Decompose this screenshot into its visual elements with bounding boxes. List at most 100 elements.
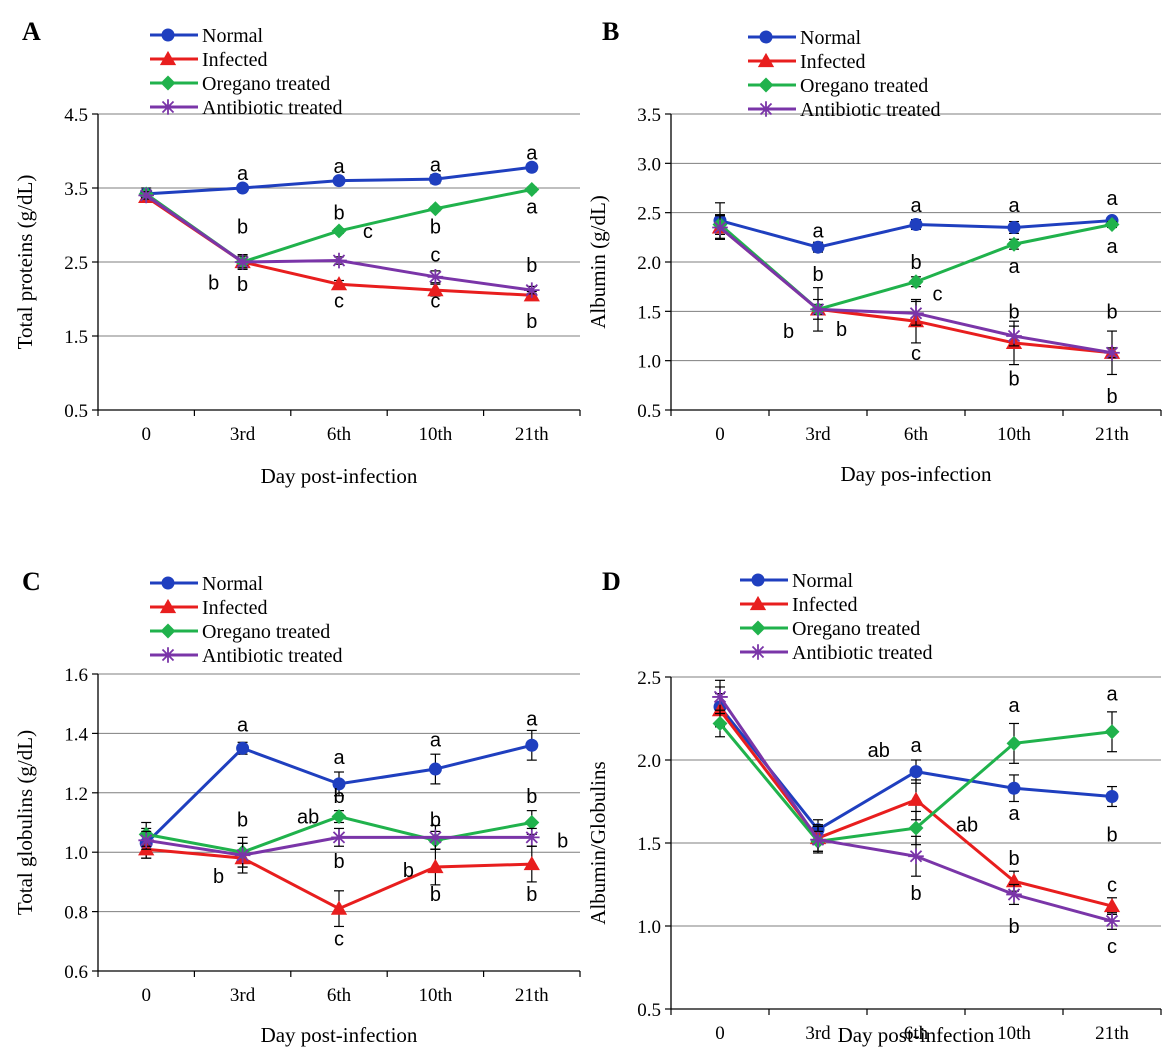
series-infected (711, 692, 1121, 915)
legend-label: Oregano treated (792, 618, 920, 640)
significance-label: a (430, 729, 442, 751)
legend-swatch-marker (758, 77, 774, 93)
significance-label: a (1106, 236, 1118, 258)
series-antibiotic-treated (138, 824, 540, 868)
legend-swatch-marker (759, 30, 773, 44)
data-point (909, 218, 923, 232)
data-point (332, 777, 346, 791)
significance-label: b (237, 216, 248, 238)
legend-label: Antibiotic treated (202, 645, 343, 667)
significance-label: b (237, 810, 248, 832)
x-tick-label: 0 (715, 424, 725, 445)
legend-swatch-marker (160, 75, 176, 91)
significance-label: b (526, 884, 537, 906)
y-tick-label: 2.5 (64, 253, 88, 274)
y-tick-label: 1.5 (64, 327, 88, 348)
panel-label: D (602, 567, 621, 596)
significance-label: a (526, 709, 538, 731)
significance-label: a (1008, 256, 1020, 278)
significance-label: a (526, 142, 538, 164)
series-normal (713, 202, 1119, 254)
significance-label: b (237, 274, 248, 296)
significance-label: c (911, 343, 921, 365)
series-antibiotic-treated (712, 679, 1120, 930)
data-point (1005, 873, 1023, 888)
significance-label: a (333, 156, 345, 178)
data-point (524, 829, 540, 846)
significance-label: b (783, 321, 794, 343)
legend-swatch-marker (757, 52, 775, 68)
y-tick-label: 2.5 (637, 668, 661, 689)
y-tick-label: 0.5 (64, 401, 88, 422)
significance-label: c (430, 245, 440, 267)
legend-swatch-marker (160, 647, 176, 663)
data-point (908, 820, 924, 836)
data-point (427, 201, 443, 217)
x-axis-title: Day post-infection (261, 464, 418, 488)
x-tick-label: 21th (1095, 1023, 1129, 1044)
significance-label: a (910, 195, 922, 217)
data-point (1104, 724, 1120, 740)
y-tick-label: 3.5 (637, 105, 661, 126)
legend-swatch-marker (749, 595, 767, 611)
significance-label: b (1106, 825, 1117, 847)
data-point (810, 831, 826, 848)
significance-label: c (1107, 875, 1117, 897)
significance-label: b (333, 202, 344, 224)
y-tick-label: 2.0 (637, 751, 661, 772)
data-point (427, 269, 444, 285)
y-tick-label: 1.4 (64, 724, 88, 745)
significance-label: c (1107, 936, 1117, 958)
significance-label: b (1008, 301, 1019, 323)
data-point (1006, 886, 1022, 903)
data-point (331, 223, 347, 239)
significance-label: ab (868, 740, 890, 762)
significance-label: c (334, 290, 344, 312)
y-tick-label: 1.0 (637, 352, 661, 373)
data-point (1104, 217, 1120, 232)
x-tick-label: 6th (904, 1023, 929, 1044)
legend-swatch-marker (159, 598, 177, 614)
data-point (331, 809, 347, 825)
legend-label: Infected (202, 49, 268, 71)
y-tick-label: 1.5 (637, 834, 661, 855)
significance-label: b (1106, 301, 1117, 323)
legend-swatch-marker (161, 28, 175, 42)
data-point (330, 276, 348, 291)
legend-label: Normal (202, 25, 264, 47)
legend-label: Infected (792, 594, 858, 616)
legend-label: Infected (800, 51, 866, 73)
data-point (427, 281, 444, 297)
y-tick-label: 3.0 (637, 154, 661, 175)
series-antibiotic-treated (712, 215, 1120, 361)
y-tick-label: 1.0 (64, 843, 88, 864)
significance-label: b (1008, 916, 1019, 938)
data-point (138, 187, 154, 204)
significance-label: b (430, 216, 441, 238)
data-point (331, 829, 347, 846)
data-point (138, 832, 154, 849)
significance-label: a (910, 735, 922, 757)
x-tick-label: 0 (715, 1023, 725, 1044)
x-axis-title: Day pos-infection (840, 462, 992, 486)
panel-label: C (22, 567, 41, 596)
data-point (524, 182, 540, 197)
data-point (908, 305, 924, 322)
x-tick-label: 0 (141, 985, 151, 1006)
significance-label: a (1008, 803, 1020, 825)
y-tick-label: 4.5 (64, 105, 88, 126)
significance-label: c (430, 290, 440, 312)
significance-label: a (1008, 695, 1020, 717)
significance-label: b (213, 866, 224, 888)
panel-label: B (602, 17, 619, 46)
data-point (909, 765, 923, 779)
y-tick-label: 2.0 (637, 253, 661, 274)
legend-swatch-marker (159, 50, 177, 66)
legend-label: Antibiotic treated (792, 642, 933, 664)
x-tick-label: 10th (997, 1023, 1031, 1044)
significance-label: b (836, 319, 847, 341)
significance-label: a (526, 197, 538, 219)
significance-label: b (1106, 386, 1117, 408)
